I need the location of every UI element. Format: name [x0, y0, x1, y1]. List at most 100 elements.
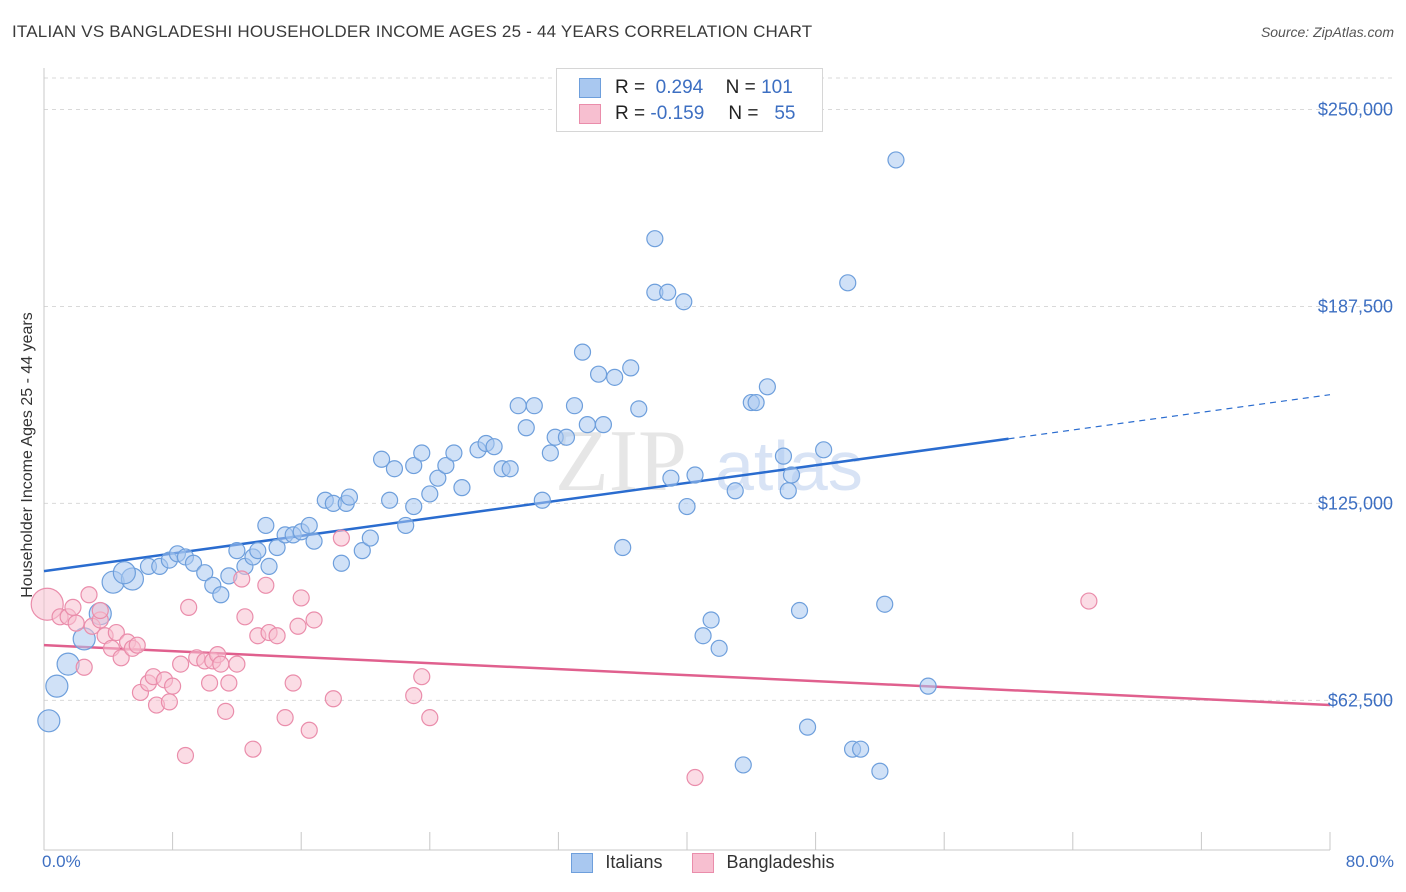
bangladeshis-point — [268, 627, 286, 645]
bangladeshis-point — [257, 576, 275, 594]
bangladeshis-point — [686, 768, 704, 787]
bangladeshis-point — [160, 693, 178, 711]
legend-r-value: -0.159 — [650, 103, 705, 124]
bangladeshis-point — [217, 702, 235, 720]
italians-point — [268, 538, 286, 557]
italians-point — [694, 627, 712, 645]
bangladeshis-point — [228, 655, 246, 673]
italians-point — [372, 450, 391, 468]
bangladeshis-point — [112, 649, 130, 667]
italians-point — [421, 485, 439, 503]
italians-point — [747, 393, 765, 412]
bangladeshis-point — [236, 608, 254, 626]
italians-point — [385, 460, 404, 478]
italians-point — [228, 542, 246, 560]
italians-trend-line — [43, 437, 1009, 573]
bangladeshis-point — [164, 677, 182, 695]
legend-n-label: N = — [728, 103, 759, 124]
italians-point — [557, 428, 576, 446]
y-tick-label: $187,500 — [1318, 296, 1393, 316]
italians-point — [646, 230, 664, 248]
legend-swatch-bangladeshis — [692, 852, 715, 873]
italians-point — [56, 652, 80, 676]
bangladeshis-point — [67, 614, 85, 632]
bangladeshis-point — [64, 598, 82, 616]
italians-point — [876, 595, 894, 613]
legend-r-value: 0.294 — [655, 77, 704, 98]
italians-point — [702, 611, 720, 629]
bangladeshis-trend-line — [43, 643, 1331, 707]
axes — [43, 68, 1331, 851]
bangladeshis-point — [80, 586, 98, 604]
bangladeshis-point — [332, 529, 350, 547]
italians-point — [353, 542, 371, 560]
bangladeshis-point — [200, 674, 219, 692]
legend-swatch-italians — [571, 852, 594, 873]
italians-point — [397, 516, 415, 535]
italians-point — [413, 444, 431, 462]
correlation-legend: R = 0.294 N = 101 R = -0.159 N = 55 — [556, 68, 823, 132]
watermark: ZIP — [555, 413, 687, 510]
legend-label-bangladeshis: Bangladeshis — [726, 852, 835, 872]
italians-point — [260, 557, 278, 576]
legend-swatch-bangladeshis — [579, 104, 601, 124]
y-tick-labels: $62,500 $125,000 $187,500 $250,000 — [1318, 100, 1393, 711]
legend-row-bangladeshis: R = -0.159 N = 55 — [579, 102, 795, 126]
italians-point — [594, 416, 613, 434]
italians-point — [839, 274, 857, 292]
legend-r-label: R = — [615, 77, 646, 98]
italians-point — [659, 283, 677, 301]
italians-point — [565, 397, 584, 415]
bangladeshis-point — [292, 589, 310, 607]
italians-point — [485, 438, 503, 456]
italians-point — [541, 444, 559, 462]
italians-point — [887, 151, 905, 169]
italians-point — [614, 538, 632, 557]
italians-point — [573, 343, 592, 361]
italians-point — [332, 554, 350, 572]
legend-n-value: 55 — [774, 103, 796, 124]
bangladeshis-point — [75, 658, 93, 676]
italians-point — [517, 419, 535, 437]
italians-point — [429, 469, 447, 487]
x-tick-max: 80.0% — [1345, 852, 1394, 871]
data-points — [30, 151, 1098, 787]
italians-point — [779, 482, 797, 500]
italians-point — [300, 516, 318, 535]
italians-point — [734, 756, 752, 774]
italians-point — [871, 762, 889, 780]
italians-point — [453, 479, 471, 497]
source-label: Source: ZipAtlas.com — [1260, 24, 1394, 40]
bangladeshis-point — [172, 655, 190, 673]
italians-point — [405, 456, 423, 475]
bangladeshis-point — [305, 611, 323, 629]
bangladeshis-point — [244, 740, 262, 758]
legend-item-italians[interactable]: Italians — [571, 852, 662, 873]
grid-lines — [44, 77, 1395, 701]
italians-point — [37, 709, 61, 733]
italians-point — [815, 441, 833, 459]
bangladeshis-point — [91, 601, 109, 620]
bangladeshis-point — [180, 598, 198, 616]
italians-point — [630, 400, 648, 418]
legend-n-label: N = — [725, 77, 756, 98]
bangladeshis-point — [1080, 592, 1098, 610]
italians-point — [675, 293, 693, 311]
italians-point — [525, 397, 543, 415]
legend-swatch-italians — [579, 78, 601, 98]
legend-row-italians: R = 0.294 N = 101 — [579, 76, 793, 100]
legend-item-bangladeshis[interactable]: Bangladeshis — [692, 852, 835, 873]
x-tick-min: 0.0% — [42, 852, 81, 871]
italians-point — [782, 466, 801, 484]
italians-point — [710, 639, 728, 657]
trend-lines — [43, 394, 1331, 707]
italians-point — [578, 416, 596, 434]
italians-point — [919, 677, 937, 695]
italians-point — [257, 516, 275, 535]
legend-label-italians: Italians — [605, 852, 663, 872]
bangladeshis-point — [421, 709, 439, 727]
series-legend: Italians Bangladeshis — [0, 852, 1406, 873]
italians-trend-extension — [1008, 394, 1331, 440]
italians-point — [405, 497, 423, 516]
